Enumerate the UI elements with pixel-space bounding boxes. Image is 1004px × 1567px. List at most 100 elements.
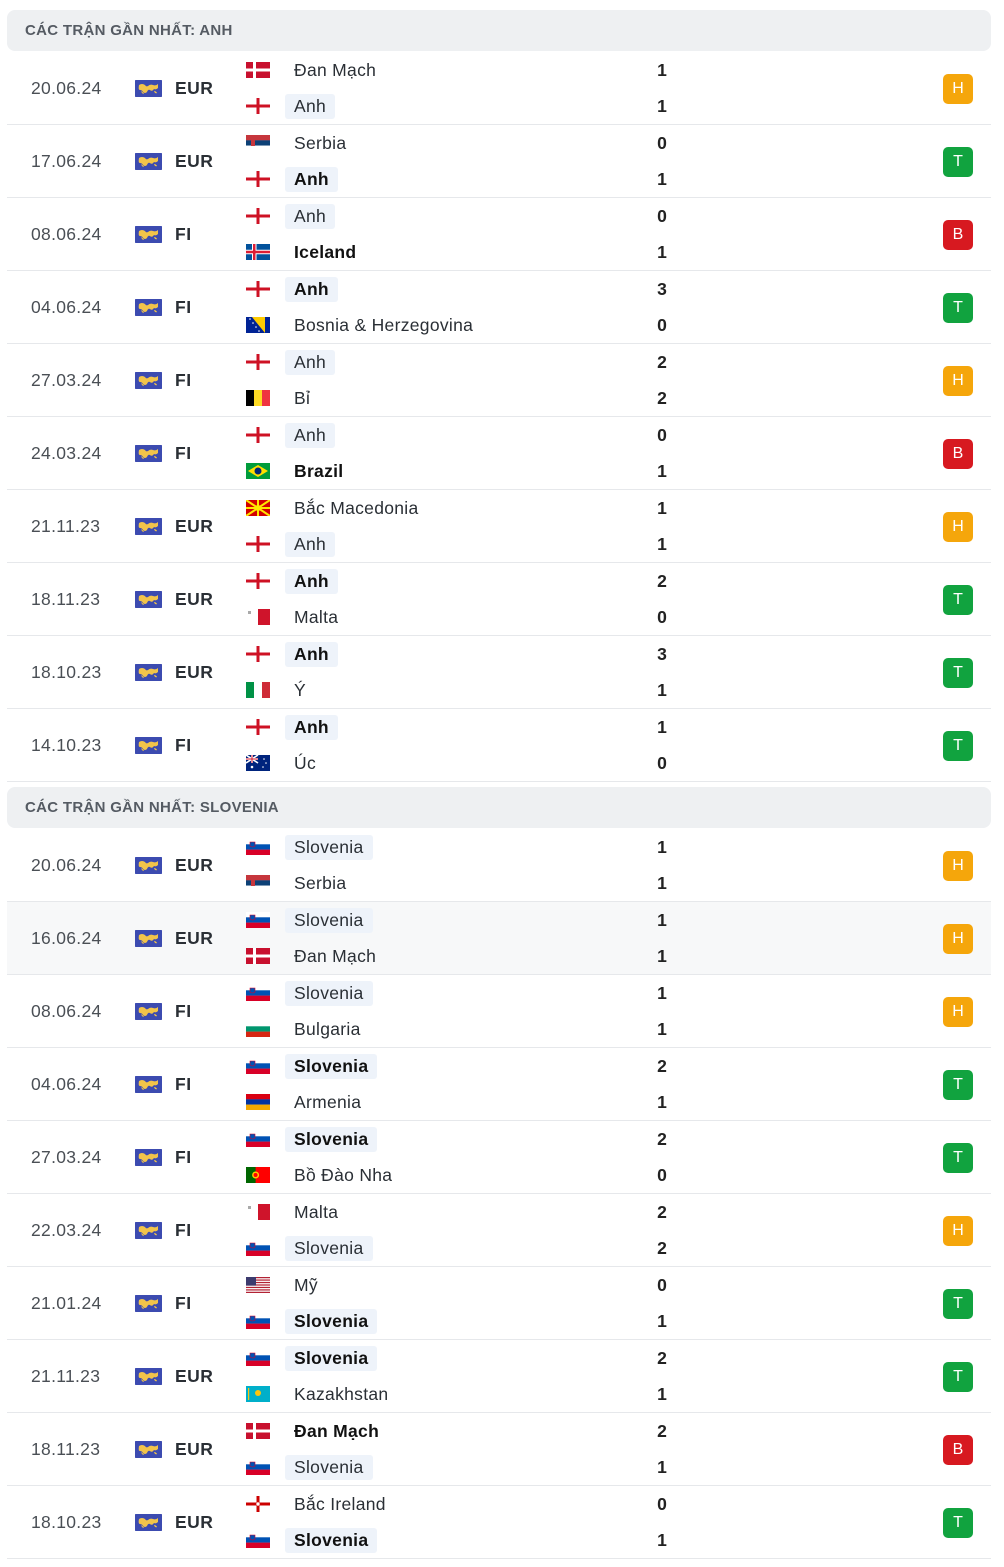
home-team[interactable]: Slovenia [246,979,373,1007]
home-score: 1 [657,837,667,857]
away-team[interactable]: Ý [246,676,315,704]
away-team[interactable]: Bỉ [246,384,319,412]
home-team[interactable]: Anh [246,713,338,741]
match-date: 18.10.23 [31,662,102,682]
away-team[interactable]: Malta [246,603,347,631]
away-team[interactable]: Slovenia [246,1234,373,1262]
home-team[interactable]: Anh [246,640,338,668]
match-row[interactable]: 04.06.24 FI Anh Bosnia & Herzegovina 3 0 T [7,271,991,344]
home-team[interactable]: Đan Mạch [246,56,385,84]
competition-icon [135,1003,162,1020]
away-team[interactable]: Bồ Đào Nha [246,1161,401,1189]
match-row[interactable]: 18.10.23 EUR Anh Ý 3 1 T [7,636,991,709]
match-row[interactable]: 18.10.23 EUR Bắc Ireland Slovenia 0 1 T [7,1486,991,1559]
away-team[interactable]: Anh [246,92,336,120]
away-score: 2 [657,388,667,408]
slovenia-flag-icon [246,1532,270,1548]
home-team[interactable]: Anh [246,275,338,303]
home-team[interactable]: Anh [246,421,336,449]
match-row[interactable]: 08.06.24 FI Anh Iceland 0 1 B [7,198,991,271]
away-team[interactable]: Brazil [246,457,352,485]
result-badge: H [943,366,973,396]
away-team[interactable]: Đan Mạch [246,942,385,970]
england-flag-icon [246,646,270,662]
away-team[interactable]: Iceland [246,238,365,266]
home-team-name: Đan Mạch [294,1420,380,1441]
home-team[interactable]: Anh [246,567,338,595]
match-row[interactable]: 21.11.23 EUR Slovenia Kazakhstan 2 1 T [7,1340,991,1413]
home-score: 2 [657,1056,667,1076]
away-team[interactable]: Slovenia [246,1453,373,1481]
match-row[interactable]: 21.01.24 FI Mỹ Slovenia 0 1 T [7,1267,991,1340]
home-team[interactable]: Bắc Ireland [246,1490,395,1518]
match-row[interactable]: 04.06.24 FI Slovenia Armenia 2 1 T [7,1048,991,1121]
competition-icon [135,518,162,535]
home-team[interactable]: Slovenia [246,1052,378,1080]
home-team-name: Slovenia [285,834,373,860]
home-team[interactable]: Slovenia [246,1125,378,1153]
match-row[interactable]: 18.11.23 EUR Anh Malta 2 0 T [7,563,991,636]
away-team-name: Brazil [294,460,344,481]
away-team-name: Bosnia & Herzegovina [294,314,474,335]
section-header: CÁC TRẬN GẦN NHẤT: SLOVENIA [7,787,991,828]
home-team[interactable]: Mỹ [246,1271,327,1299]
away-team[interactable]: Bulgaria [246,1015,370,1043]
slovenia-flag-icon [246,1131,270,1147]
match-row[interactable]: 20.06.24 EUR Slovenia Serbia 1 1 H [7,829,991,902]
away-team[interactable]: Anh [246,165,338,193]
competition-code: FI [175,735,192,755]
match-row[interactable]: 08.06.24 FI Slovenia Bulgaria 1 1 H [7,975,991,1048]
home-team[interactable]: Anh [246,202,336,230]
competition-code: EUR [175,516,214,536]
home-team[interactable]: Serbia [246,129,355,157]
away-team[interactable]: Kazakhstan [246,1380,397,1408]
match-row[interactable]: 14.10.23 FI Anh Úc 1 0 T [7,709,991,782]
match-row[interactable]: 27.03.24 FI Anh Bỉ 2 2 H [7,344,991,417]
match-row[interactable]: 22.03.24 FI Malta Slovenia 2 2 H [7,1194,991,1267]
away-team-name: Slovenia [285,1527,378,1553]
result-badge: T [943,731,973,761]
competition-code: FI [175,1293,192,1313]
away-team[interactable]: Slovenia [246,1307,378,1335]
home-team-name: Slovenia [285,1345,378,1371]
away-team[interactable]: Serbia [246,869,355,897]
match-row[interactable]: 21.11.23 EUR Bắc Macedonia Anh 1 1 H [7,490,991,563]
away-team[interactable]: Bosnia & Herzegovina [246,311,482,339]
away-team-name: Kazakhstan [294,1383,389,1404]
home-score: 2 [657,1421,667,1441]
match-row[interactable]: 18.11.23 EUR Đan Mạch Slovenia 2 1 B [7,1413,991,1486]
match-row[interactable]: 24.03.24 FI Anh Brazil 0 1 B [7,417,991,490]
home-score: 1 [657,60,667,80]
home-team[interactable]: Bắc Macedonia [246,494,428,522]
competition-icon [135,226,162,243]
england-flag-icon [246,98,270,114]
macedonia-flag-icon [246,500,270,516]
home-team[interactable]: Slovenia [246,1344,378,1372]
away-team[interactable]: Anh [246,530,336,558]
result-badge: T [943,1070,973,1100]
home-team[interactable]: Malta [246,1198,347,1226]
match-row[interactable]: 17.06.24 EUR Serbia Anh 0 1 T [7,125,991,198]
match-row[interactable]: 27.03.24 FI Slovenia Bồ Đào Nha 2 0 T [7,1121,991,1194]
slovenia-flag-icon [246,1313,270,1329]
home-team[interactable]: Slovenia [246,833,373,861]
away-team[interactable]: Armenia [246,1088,370,1116]
away-team[interactable]: Slovenia [246,1526,378,1554]
competition-code: FI [175,443,192,463]
northern-ireland-flag-icon [246,1496,270,1512]
competition-code: EUR [175,589,214,609]
match-row[interactable]: 16.06.24 EUR Slovenia Đan Mạch 1 1 H [7,902,991,975]
competition-code: FI [175,370,192,390]
home-team[interactable]: Anh [246,348,336,376]
home-team[interactable]: Đan Mạch [246,1417,388,1445]
competition-icon [135,1076,162,1093]
away-team[interactable]: Úc [246,749,325,777]
result-badge: H [943,1216,973,1246]
result-badge: T [943,585,973,615]
result-badge: T [943,1289,973,1319]
home-team-name: Slovenia [285,980,373,1006]
competition-icon [135,445,162,462]
italy-flag-icon [246,682,270,698]
home-team[interactable]: Slovenia [246,906,373,934]
match-row[interactable]: 20.06.24 EUR Đan Mạch Anh 1 1 H [7,52,991,125]
